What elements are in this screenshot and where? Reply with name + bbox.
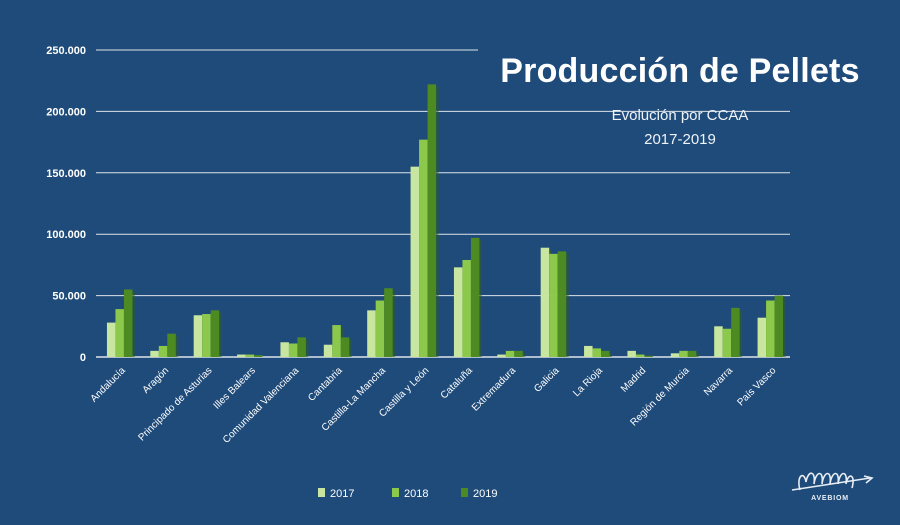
bar-2017 [106,322,116,357]
legend-label-2018: 2018 [404,488,428,500]
x-tick-label: Principado de Asturias [136,365,214,443]
bar-2019 [731,307,740,357]
x-tick-label: Madrid [619,365,648,394]
x-tick-label: Extremadura [470,365,519,414]
bar-2017 [757,317,767,357]
bar-shadow [349,339,352,357]
chart-subtitle: Evolución por CCAA 2017-2019 [560,104,800,152]
bar-2017 [280,342,289,357]
bar-2018 [766,300,775,357]
bar-shadow [479,239,482,357]
chart-title: Producción de Pellets [500,52,860,90]
bar-shadow [392,290,396,357]
bar-2019 [470,237,480,357]
x-tick-label: Cantabria [306,365,345,404]
x-tick-label: Navarra [702,365,735,398]
bar-shadow [305,339,309,357]
bar-2019 [514,350,523,357]
bar-2018 [722,328,732,357]
x-tick-label: Cataluña [439,365,475,401]
bar-2018 [635,354,645,357]
bars [106,84,786,357]
grid-lines [96,49,790,358]
legend: 2017 2018 2019 [318,488,497,500]
bar-2017 [714,326,723,357]
bar-2018 [375,300,385,357]
y-tick-label: 250.000 [46,45,86,57]
bar-2017 [453,267,463,357]
bar-2018 [288,343,298,357]
bar-2019 [557,251,567,357]
legend-label-2017: 2017 [330,488,354,500]
x-tick-label: País Vasco [735,365,778,408]
y-tick-label: 200.000 [46,106,86,118]
chart-subtitle-line1: Evolución por CCAA [611,107,749,124]
bar-shadow [522,352,526,357]
bar-2017 [193,315,203,357]
bar-shadow [175,335,179,357]
bar-2017 [670,353,680,357]
bar-2017 [540,247,550,357]
bar-2019 [123,289,133,357]
x-tick-label: Comunidad Valenciana [221,365,302,446]
x-tick-label: Illes Balears [212,365,258,411]
bar-2017 [410,166,420,357]
legend-label-2019: 2019 [473,488,497,500]
bar-2019 [210,310,220,357]
bar-2017 [627,350,636,357]
bar-shadow [436,86,439,357]
logo-wordmark: AVEBIOM [811,495,849,502]
legend-swatch-2017 [318,488,325,497]
bar-2019 [297,337,306,357]
bar-2019 [167,333,176,357]
bar-shadow [609,352,613,357]
bar-2019 [644,355,653,357]
bar-2017 [367,310,376,357]
y-tick-label: 100.000 [46,229,86,241]
y-tick-label: 50.000 [52,291,86,303]
bar-2017 [584,345,593,357]
bar-2018 [592,348,602,357]
legend-swatch-2019 [461,488,468,497]
bar-2019 [427,84,437,357]
bar-2019 [774,295,784,357]
bar-2018 [419,139,428,357]
bar-shadow [696,352,699,357]
x-tick-label: Galicia [532,365,562,395]
bar-2017 [237,354,246,357]
bar-2019 [384,288,393,357]
bar-2019 [254,355,263,357]
bar-2017 [150,350,159,357]
bar-2018 [115,309,124,357]
x-tick-label: Aragón [141,365,172,396]
bar-2018 [158,345,168,357]
bar-2019 [687,350,697,357]
bar-2017 [323,344,333,357]
bar-2018 [202,314,211,357]
bar-2017 [497,354,506,357]
chart-subtitle-line2: 2017-2019 [644,131,716,148]
bar-2018 [245,354,255,357]
bar-shadow [783,297,786,357]
y-tick-label: 150.000 [46,168,86,180]
bar-2019 [601,350,610,357]
pellets-logo-icon [791,472,874,491]
legend-swatch-2018 [392,488,399,497]
y-tick-label: 0 [80,352,86,364]
x-tick-label: La Rioja [571,365,605,399]
bar-2018 [679,350,688,357]
x-tick-label: Andalucía [89,365,129,405]
bar-shadow [566,253,569,357]
bar-shadow [219,312,222,357]
bar-2018 [505,350,515,357]
bar-2018 [462,259,471,357]
bar-2018 [549,253,558,357]
bar-2019 [340,337,350,357]
bar-2018 [332,325,341,357]
y-axis-tick-labels: 0 50.000 100.000 150.000 200.000 250.000 [46,45,86,364]
bar-shadow [132,291,135,357]
bar-shadow [739,309,743,357]
